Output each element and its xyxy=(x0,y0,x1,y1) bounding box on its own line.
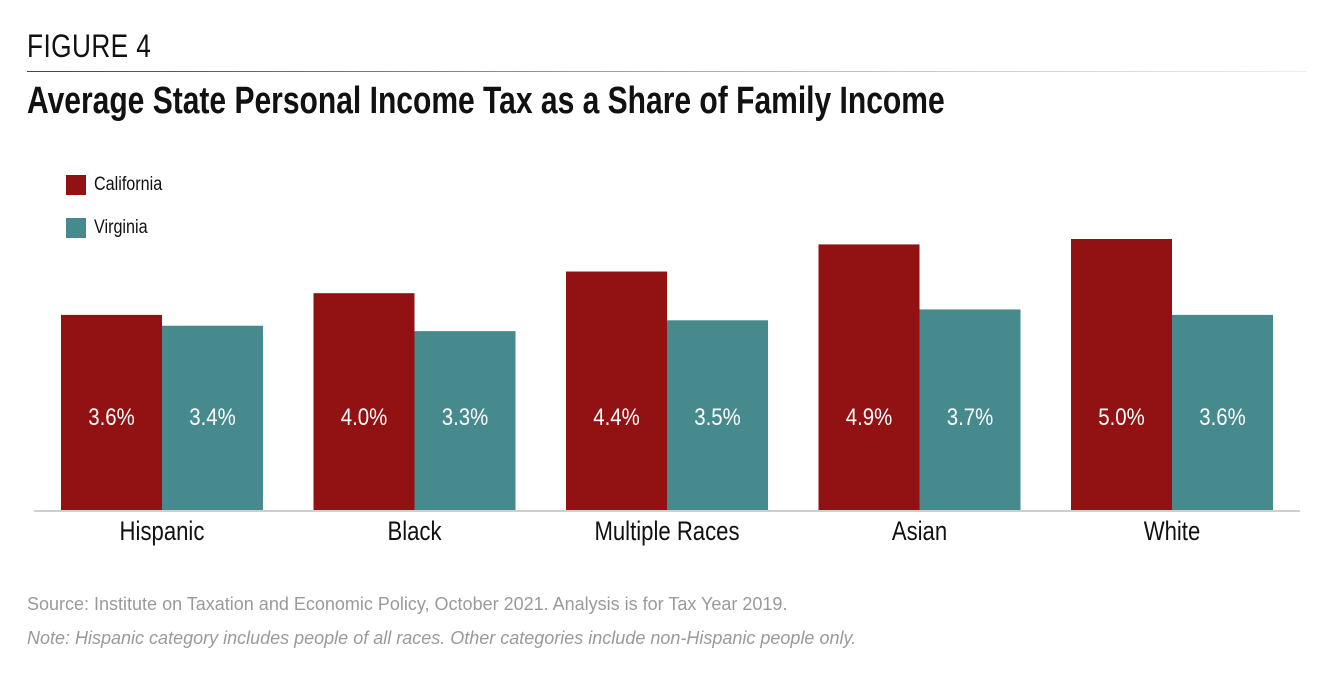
legend-item-virginia: Virginia xyxy=(66,215,174,241)
x-tick-label-white: White xyxy=(1144,517,1201,547)
bar-california-asian xyxy=(818,244,920,511)
bar-virginia-white xyxy=(1172,314,1273,510)
legend-swatch-virginia xyxy=(66,218,86,238)
bar-virginia-hispanic xyxy=(162,325,263,510)
title-divider xyxy=(27,71,1307,72)
data-label-virginia-asian: 3.7% xyxy=(947,403,993,430)
data-label-california-asian: 4.9% xyxy=(846,403,892,430)
bar-california-hispanic xyxy=(61,314,162,510)
data-label-virginia-white: 3.6% xyxy=(1199,403,1245,430)
legend-swatch-california xyxy=(66,175,86,195)
source-note: Source: Institute on Taxation and Econom… xyxy=(27,594,788,614)
x-tick-label-asian: Asian xyxy=(892,517,947,547)
bar-virginia-asian xyxy=(919,309,1021,510)
data-label-california-hispanic: 3.6% xyxy=(88,403,134,430)
chart-title: Average State Personal Income Tax as a S… xyxy=(27,80,945,122)
data-label-california-white: 5.0% xyxy=(1098,403,1144,430)
legend-label-california: California xyxy=(94,174,163,195)
x-tick-label-hispanic: Hispanic xyxy=(120,517,205,547)
x-tick-label-multiple-races: Multiple Races xyxy=(594,517,739,547)
legend-item-california: California xyxy=(66,172,174,198)
legend: California Virginia xyxy=(66,172,174,258)
figure-label: FIGURE 4 xyxy=(27,28,152,64)
footnote: Note: Hispanic category includes people … xyxy=(27,628,857,648)
bar-california-white xyxy=(1071,239,1172,510)
bar-virginia-black xyxy=(414,331,516,510)
bar-california-black xyxy=(313,293,415,510)
data-label-virginia-hispanic: 3.4% xyxy=(189,403,235,430)
data-label-virginia-multiple-races: 3.5% xyxy=(694,403,740,430)
data-label-california-multiple-races: 4.4% xyxy=(593,403,639,430)
bar-virginia-multiple-races xyxy=(667,320,768,510)
legend-label-virginia: Virginia xyxy=(94,217,148,238)
data-label-virginia-black: 3.3% xyxy=(442,403,488,430)
data-label-california-black: 4.0% xyxy=(341,403,387,430)
bar-california-multiple-races xyxy=(566,271,667,510)
x-tick-label-black: Black xyxy=(387,517,442,547)
